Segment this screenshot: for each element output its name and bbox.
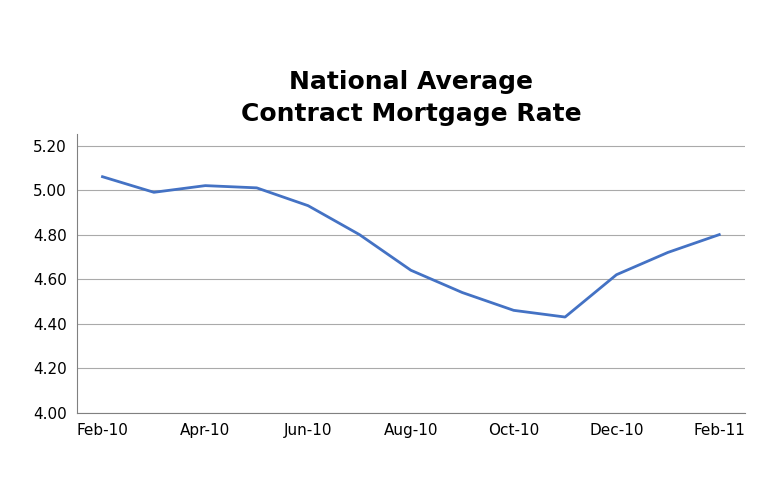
Title: National Average
Contract Mortgage Rate: National Average Contract Mortgage Rate: [240, 70, 581, 125]
